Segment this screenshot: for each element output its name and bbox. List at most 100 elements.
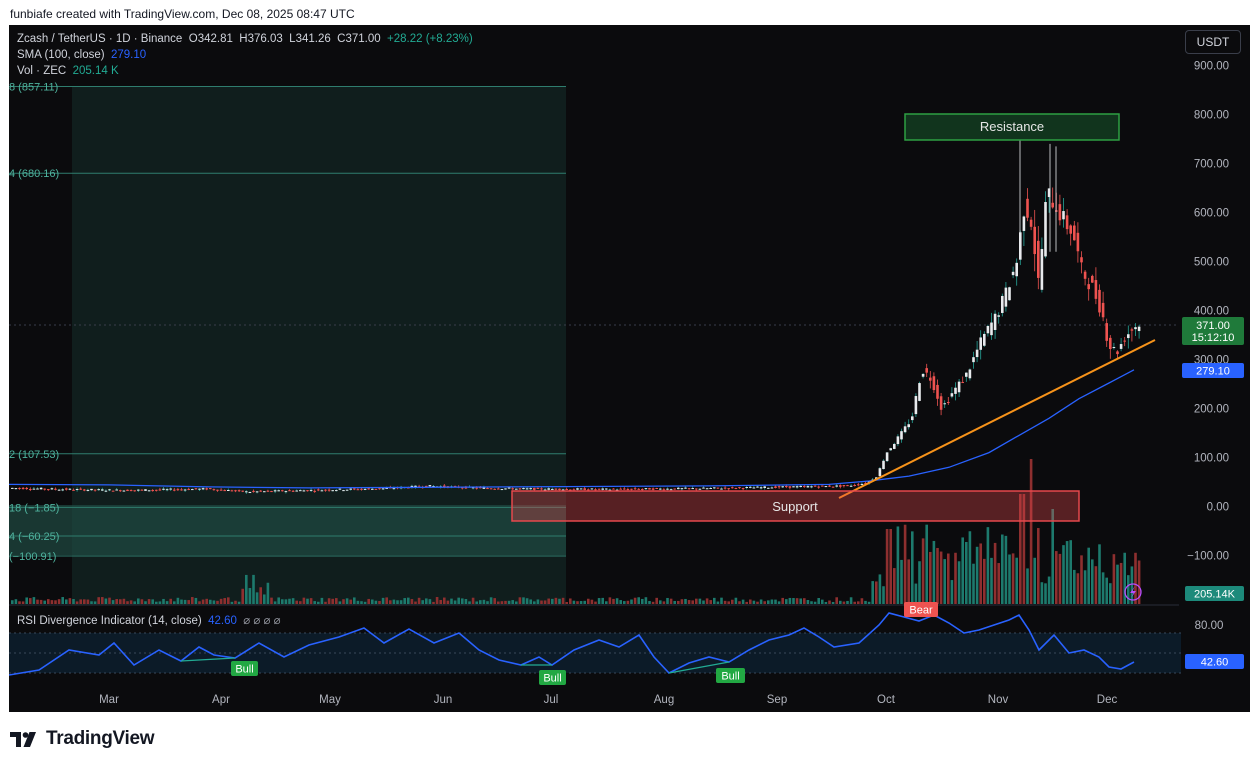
chart-frame[interactable]: 8 (857.11) 4 (680.16) 2 (107.53) 18 (−1.85)… (9, 25, 1250, 712)
candle-body (1015, 262, 1018, 277)
volume-bar (698, 598, 702, 604)
tradingview-logo: TradingView (10, 728, 155, 750)
volume-bar (515, 601, 518, 604)
candle-body (331, 490, 334, 492)
candle-body (1112, 347, 1116, 349)
volume-bar (1109, 583, 1112, 604)
candle-body (626, 489, 630, 491)
volume-bar (968, 531, 972, 604)
support-box[interactable]: Support (511, 490, 1080, 522)
price-tick-label: 500.00 (1194, 257, 1229, 269)
candle-body (54, 488, 57, 490)
volume-bar (677, 600, 680, 604)
volume-bar (1051, 509, 1054, 604)
volume-bar (767, 600, 770, 604)
volume-bar (731, 599, 734, 604)
volume-bar (245, 574, 248, 604)
symbol-legend[interactable]: Zcash / TetherUS · 1D · Binance O342.81 … (17, 33, 473, 45)
volume-bar (1062, 545, 1065, 604)
candle-body (853, 485, 856, 487)
candle-body (140, 489, 144, 491)
candle-body (975, 349, 979, 358)
candle-body (745, 487, 748, 489)
candle-body (590, 488, 594, 490)
volume-bar (756, 601, 759, 604)
volume-bar (374, 600, 378, 604)
candle-body (1058, 204, 1062, 221)
indicator-toggle-icons: ⌀ ⌀ ⌀ ⌀ (243, 615, 281, 627)
candle-body (169, 488, 172, 490)
candle-body (1022, 216, 1026, 231)
svg-text:Bull: Bull (721, 671, 739, 683)
candle-body (317, 489, 320, 491)
volume-bar (191, 597, 194, 604)
resistance-box[interactable]: Resistance (904, 113, 1120, 141)
candle-body (1134, 327, 1137, 330)
candle-body (993, 313, 997, 330)
volume-bar (50, 600, 54, 604)
volume-bar (230, 601, 234, 604)
volume-bar (335, 598, 338, 604)
candle-body (147, 490, 151, 492)
volume-bar (1112, 554, 1116, 604)
candle-body (705, 488, 709, 490)
volume-bar (997, 563, 1000, 604)
volume-bar (126, 601, 129, 604)
candle-body (1011, 271, 1015, 276)
candle-body (896, 436, 900, 445)
candle-body (929, 377, 932, 381)
volume-bar (1001, 534, 1004, 604)
volume-bar (216, 600, 219, 604)
volume-bar (752, 600, 756, 604)
candle-body (799, 485, 802, 488)
volume-legend[interactable]: Vol · ZEC 205.14 K (17, 65, 119, 77)
volume-bar (450, 598, 453, 604)
candle-body (907, 424, 910, 428)
lightning-icon[interactable] (1124, 583, 1142, 601)
fib-retracement[interactable] (9, 87, 566, 605)
volume-bar (428, 599, 432, 604)
volume-bar (1134, 552, 1137, 604)
price-axis[interactable]: 900.00800.00700.00600.00500.00400.00300.… (1187, 61, 1229, 563)
candlestick-series[interactable] (11, 139, 1141, 494)
volume-bar (93, 601, 97, 604)
candle-body (1080, 257, 1083, 263)
volume-bar (162, 598, 165, 604)
volume-bar (446, 600, 450, 604)
price-chart[interactable]: 8 (857.11) 4 (680.16) 2 (107.53) 18 (−1.85)… (9, 25, 1250, 712)
candle-body (245, 491, 248, 493)
fib-level-label: 8 (857.11) (9, 82, 58, 94)
volume-bar (212, 600, 216, 604)
time-axis[interactable]: Mar Apr May Jun Jul Aug Sep Oct Nov Dec (99, 694, 1117, 706)
support-trendline[interactable] (838, 339, 1156, 499)
candle-body (986, 325, 990, 334)
time-tick-label: Oct (877, 694, 896, 706)
candle-body (720, 488, 723, 490)
volume-bar (389, 600, 392, 604)
currency-button[interactable]: USDT (1185, 30, 1241, 54)
candle-body (673, 488, 676, 490)
candle-body (835, 485, 838, 487)
sma-line[interactable] (9, 369, 1135, 489)
candle-body (97, 489, 100, 491)
volume-bar (1130, 566, 1134, 604)
candle-body (479, 487, 482, 489)
volume-bar (68, 598, 72, 604)
volume-bar (187, 600, 190, 604)
volume-bar (198, 601, 201, 604)
candle-body (709, 487, 712, 489)
sma-legend[interactable]: SMA (100, close) 279.10 (17, 49, 147, 61)
volume-bar (918, 561, 921, 604)
candle-body (299, 490, 302, 492)
rsi-legend[interactable]: RSI Divergence Indicator (14, close) 42.… (17, 615, 281, 627)
candle-body (979, 337, 982, 350)
candle-body (1073, 225, 1076, 241)
candle-body (893, 443, 896, 449)
volume-bar (777, 601, 781, 604)
volume-bar (979, 543, 982, 604)
candle-body (860, 483, 864, 485)
candle-body (669, 489, 673, 491)
volume-bar (824, 601, 828, 604)
candle-body (781, 486, 784, 488)
volume-bar (79, 599, 82, 604)
